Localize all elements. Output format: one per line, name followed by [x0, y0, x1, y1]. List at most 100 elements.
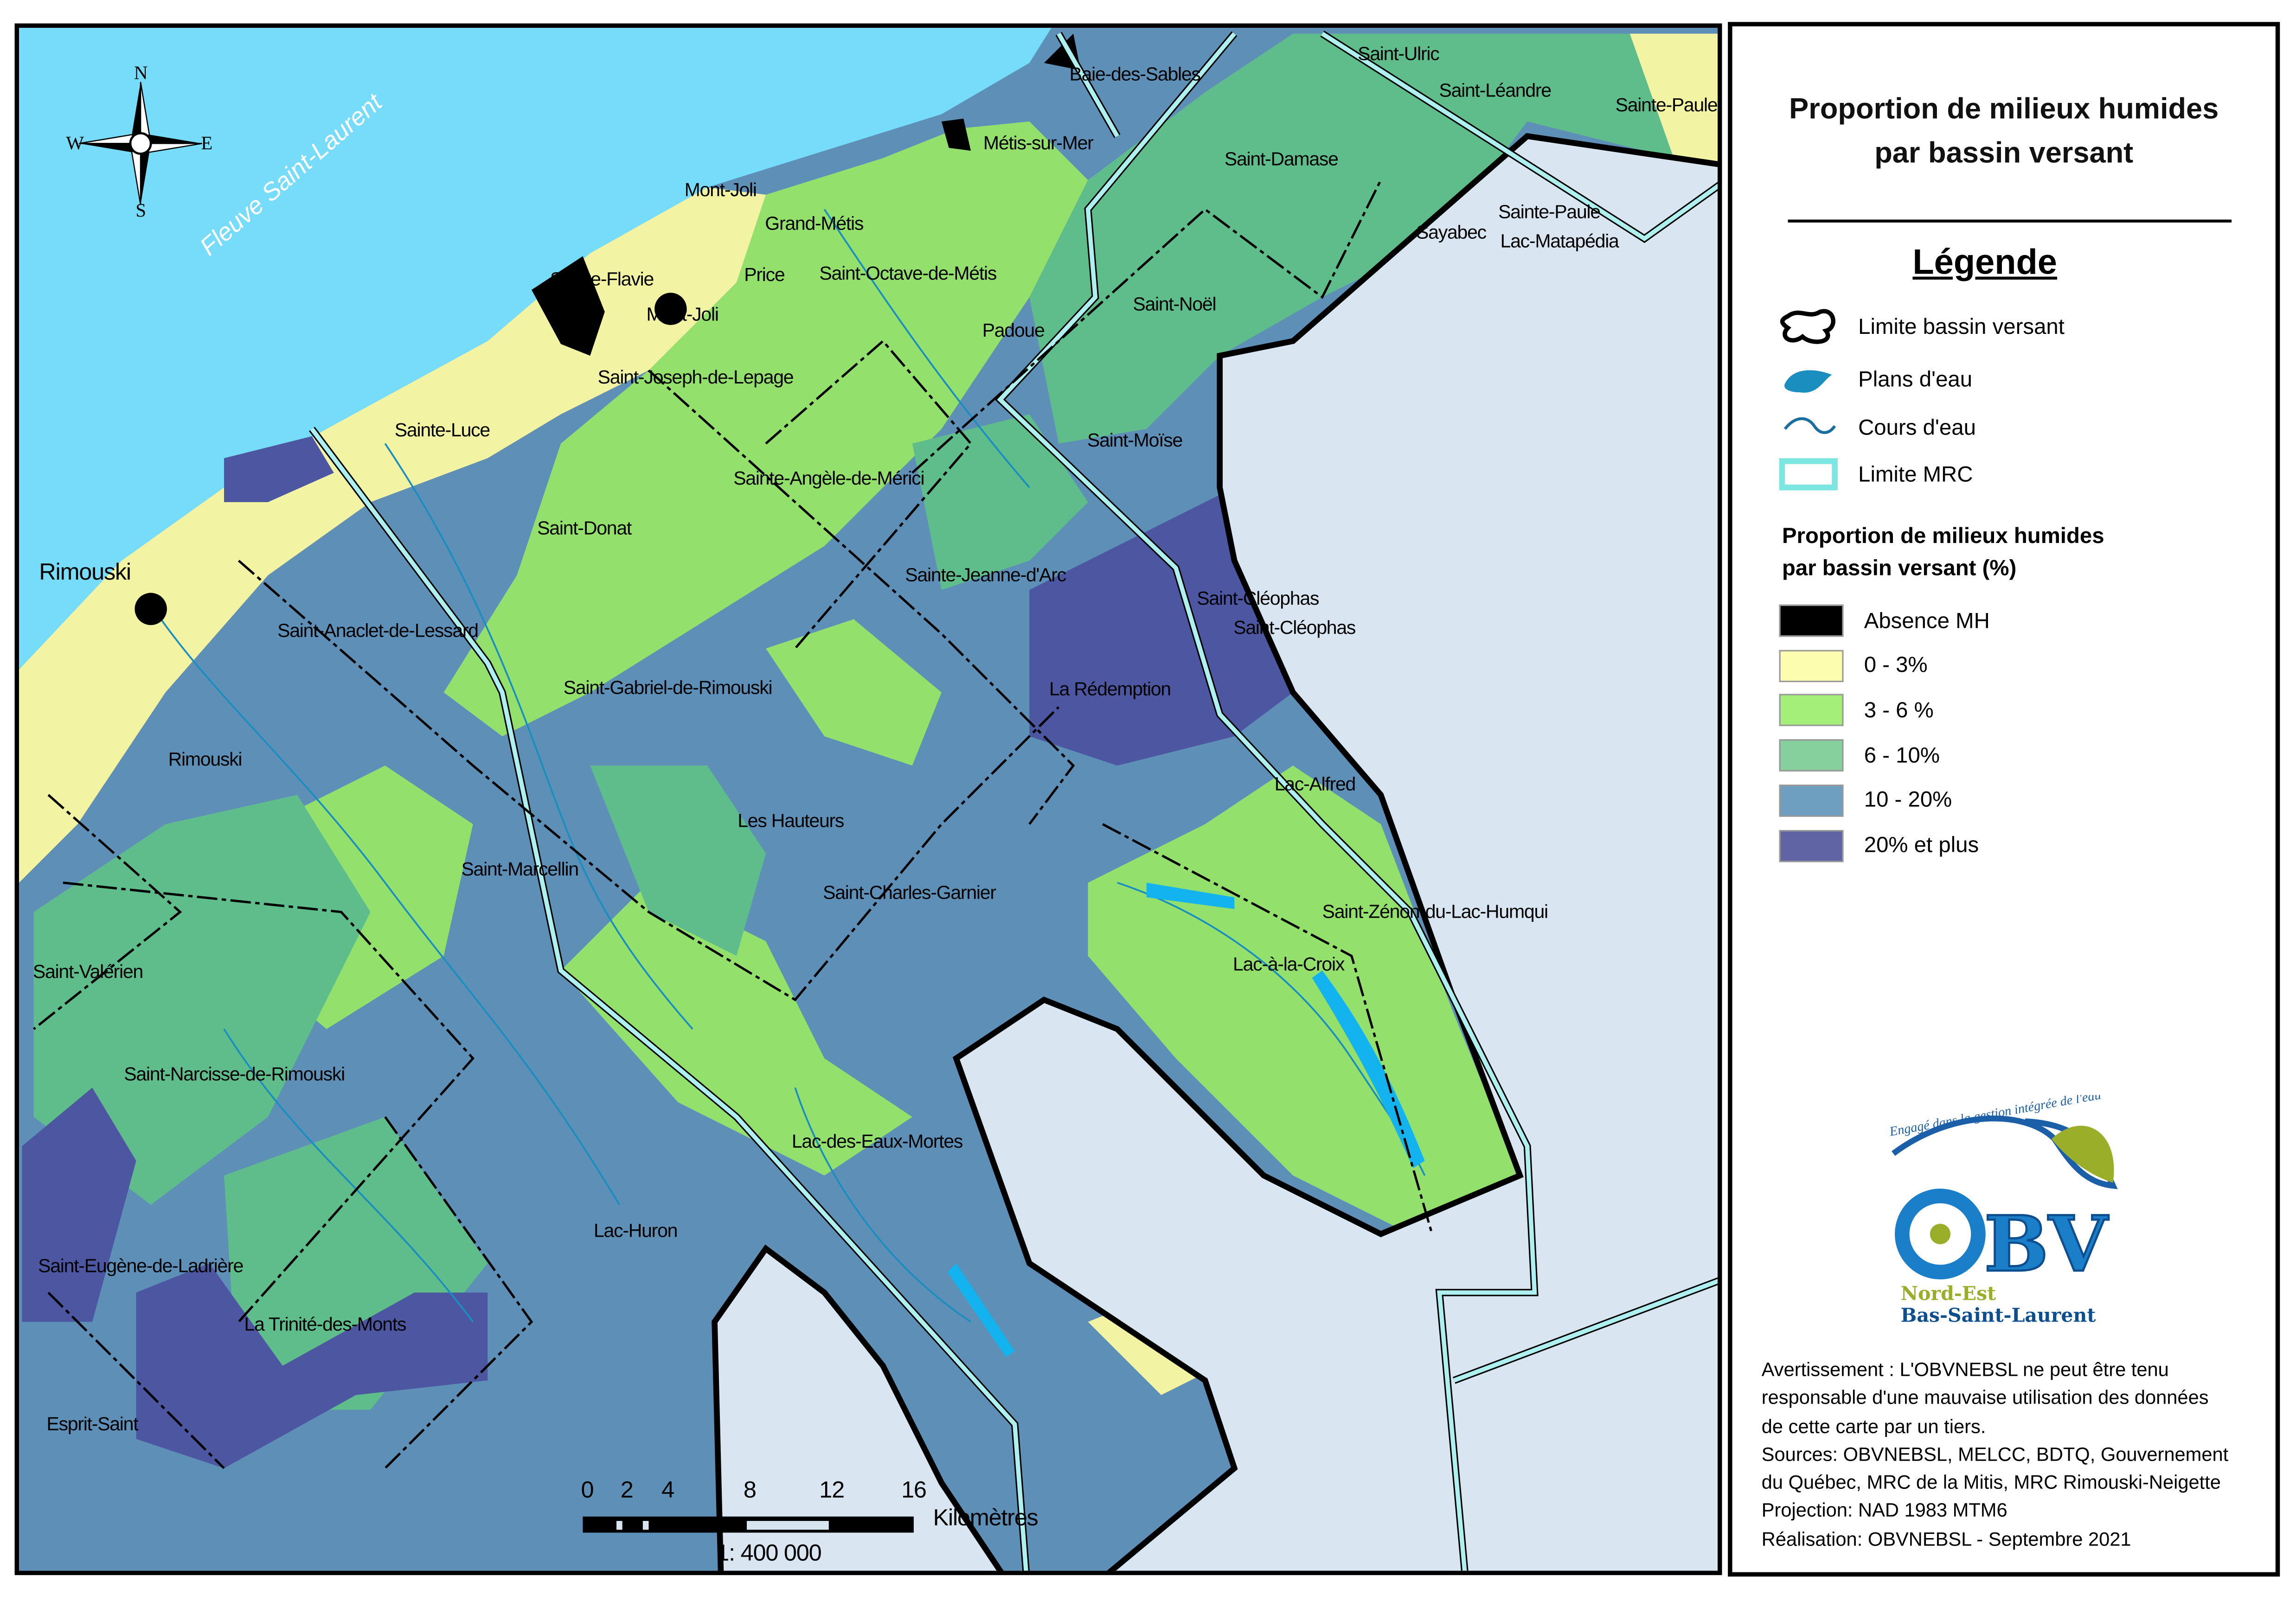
class-label: 0 - 3%	[1864, 653, 1928, 678]
disclaimer-line: du Québec, MRC de la Mitis, MRC Rimouski…	[1761, 1471, 2221, 1494]
class-swatch	[1779, 739, 1844, 772]
place-label: Saint-Léandre	[1439, 79, 1552, 101]
map-frame: Fleuve Saint-Laurent Baie-des-Sables Sain…	[14, 23, 1722, 1575]
class-label: 20% et plus	[1864, 833, 1979, 858]
city-marker-rimouski	[135, 593, 167, 625]
place-label: Saint-Narcisse-de-Rimouski	[124, 1062, 345, 1085]
scale-unit: Kilomètres	[933, 1506, 1039, 1532]
place-label: Saint-Damase	[1224, 147, 1339, 170]
place-label: Saint-Donat	[537, 517, 632, 539]
place-label: Rimouski	[168, 748, 243, 770]
place-label: Mont-Joli	[646, 303, 719, 325]
place-label: Padoue	[982, 319, 1045, 341]
legend-item-mrc: Limite MRC	[1779, 455, 1973, 493]
place-label: Saint-Charles-Garnier	[823, 881, 996, 903]
disclaimer: Avertissement : L'OBVNEBSL ne peut être …	[1762, 1355, 2228, 1553]
legend-class-item: 10 - 20%	[1779, 784, 1952, 817]
map-title: Proportion de milieux humides par bassin…	[1732, 88, 2276, 175]
compass-south-label: S	[135, 199, 146, 221]
zone-20-plus	[22, 1087, 136, 1322]
map-title-line1: Proportion de milieux humides	[1789, 94, 2219, 126]
zone-6-10	[590, 766, 766, 956]
zone-20-plus	[136, 1263, 488, 1469]
place-label: Lac-des-Eaux-Mortes	[791, 1130, 963, 1152]
streams	[150, 209, 1426, 1323]
place-label: Saint-Zénon-du-Lac-Humqui	[1322, 900, 1549, 922]
place-label: Les Hauteurs	[738, 809, 844, 832]
place-label: Sainte-Luce	[394, 418, 490, 441]
disclaimer-line: Avertissement : L'OBVNEBSL ne peut être …	[1761, 1358, 2169, 1380]
place-label: Saint-Eugène-de-Ladrière	[38, 1254, 244, 1277]
mrc-boundary-icon	[1779, 458, 1838, 491]
water-bodies	[947, 882, 1425, 1357]
place-label: Saint-Ulric	[1358, 42, 1440, 64]
mrc-boundaries	[310, 32, 1718, 1571]
zone-absence	[941, 118, 971, 151]
scale-tick: 8	[743, 1478, 757, 1504]
scale-tick: 0	[581, 1478, 594, 1504]
zone-3-6	[561, 882, 912, 1175]
legend-heading: Légende	[1912, 243, 2057, 283]
zone-0-3	[1629, 33, 1718, 165]
legend-class-item: Absence MH	[1779, 604, 1990, 637]
legend-label: Limite bassin versant	[1858, 314, 2065, 339]
place-label: Lac-Matapédia	[1500, 230, 1619, 252]
place-label: Grand-Métis	[765, 212, 864, 235]
place-label: Rimouski	[39, 561, 131, 586]
outside-watershed	[712, 1244, 1004, 1571]
class-swatch	[1779, 649, 1844, 682]
zone-absence	[531, 256, 605, 356]
place-label: Lac-Huron	[593, 1219, 678, 1242]
place-label: Sainte-Angèle-de-Mérici	[733, 467, 925, 489]
disclaimer-line: Projection: NAD 1983 MTM6	[1761, 1500, 2007, 1522]
legend-label: Limite MRC	[1858, 462, 1973, 487]
disclaimer-line: Réalisation: OBVNEBSL - Septembre 2021	[1761, 1528, 2131, 1550]
place-label: Price	[744, 263, 785, 286]
svg-text:Bas-Saint-Laurent: Bas-Saint-Laurent	[1901, 1304, 2096, 1327]
place-label: Lac-Alfred	[1274, 773, 1356, 795]
scale-tick: 12	[819, 1478, 845, 1504]
scale-tick: 2	[620, 1478, 634, 1504]
scale-ratio: 1: 400 000	[716, 1541, 821, 1566]
class-swatch	[1779, 829, 1844, 862]
scale-tick: 16	[901, 1478, 927, 1504]
legend-item-watershed: Limite bassin versant	[1779, 307, 2065, 345]
zone-20-plus	[224, 436, 334, 502]
legend-panel: Proportion de milieux humides par bassin…	[1728, 22, 2280, 1577]
title-divider	[1788, 219, 2232, 223]
legend-class-item: 20% et plus	[1779, 829, 1979, 862]
place-label: Sayabec	[1416, 221, 1487, 243]
place-label: Mont-Joli	[684, 179, 757, 201]
scale-tick: 4	[661, 1478, 674, 1504]
class-swatch	[1779, 694, 1844, 727]
class-label: 6 - 10%	[1864, 743, 1940, 768]
compass-west-label: W	[66, 132, 84, 154]
legend-item-water-body: Plans d'eau	[1779, 360, 1972, 398]
compass-north-label: N	[134, 61, 148, 83]
place-label: Sainte-Paule	[1498, 200, 1601, 223]
place-label: Saint-Moïse	[1087, 428, 1183, 451]
sea	[19, 27, 1052, 670]
watershed-outline-icon	[1780, 309, 1835, 344]
class-label: 10 - 20%	[1864, 788, 1952, 813]
place-label: Saint-Octave-de-Métis	[819, 262, 997, 284]
place-label: Sainte-Jeanne-d'Arc	[905, 563, 1066, 586]
disclaimer-line: de cette carte par un tiers.	[1761, 1415, 1986, 1437]
legend-label: Cours d'eau	[1858, 415, 1976, 440]
place-label: Esprit-Saint	[46, 1412, 138, 1435]
class-label: Absence MH	[1864, 608, 1990, 633]
map-canvas	[19, 27, 1718, 1571]
zone-6-10	[1029, 33, 1674, 444]
watershed-boundaries	[33, 179, 1433, 1469]
compass-east-label: E	[201, 132, 212, 154]
disclaimer-line: responsable d'une mauvaise utilisation d…	[1761, 1386, 2209, 1409]
stream-icon	[1783, 417, 1836, 434]
obv-logo: Engagé dans la gestion intégrée de l'eau…	[1879, 1088, 2128, 1329]
north-arrow-icon	[79, 82, 202, 205]
place-label: Saint-Cléophas	[1197, 587, 1319, 609]
zone-0-3	[19, 187, 766, 883]
place-label: Lac-à-la-Croix	[1233, 953, 1345, 975]
class-swatch	[1779, 604, 1844, 637]
place-label: Sainte-Paule	[1615, 94, 1718, 116]
